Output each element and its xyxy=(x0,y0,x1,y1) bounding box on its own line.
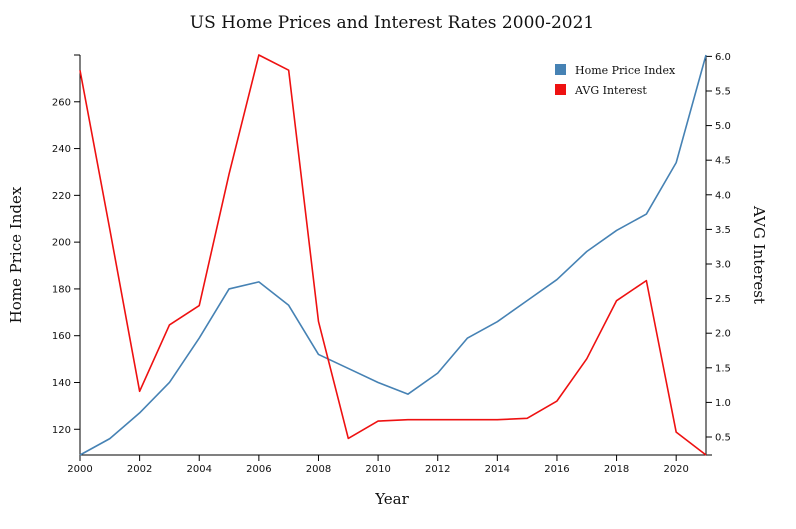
x-tick-label: 2002 xyxy=(127,464,152,475)
x-tick-label: 2014 xyxy=(485,464,510,475)
chart-title: US Home Prices and Interest Rates 2000-2… xyxy=(190,13,594,33)
series-line-1 xyxy=(79,54,707,456)
x-tick-label: 2020 xyxy=(663,464,688,475)
y-right-tick-label: 5.5 xyxy=(715,86,731,97)
legend: Home Price Index AVG Interest xyxy=(555,64,676,97)
y-right-tick-label: 1.0 xyxy=(715,398,731,409)
x-tick-label: 2010 xyxy=(365,464,390,475)
y-right-tick-label: 4.5 xyxy=(715,156,731,167)
y-left-tick-label: 240 xyxy=(52,144,71,155)
legend-label-0: Home Price Index xyxy=(575,64,676,77)
x-tick-label: 2004 xyxy=(187,464,212,475)
y-left-tick-label: 120 xyxy=(52,425,71,436)
y-right-tick-label: 2.0 xyxy=(715,329,731,340)
y-axis-left-title: Home Price Index xyxy=(7,186,25,323)
y-left-tick-label: 180 xyxy=(52,284,71,295)
x-tick-label: 2018 xyxy=(604,464,629,475)
x-tick-label: 2000 xyxy=(67,464,92,475)
y-left-tick-label: 140 xyxy=(52,378,71,389)
y-right-tick-label: 4.0 xyxy=(715,190,731,201)
legend-swatch-1 xyxy=(555,84,566,95)
y-right-tick-label: 3.5 xyxy=(715,225,731,236)
y-right-tick-label: 0.5 xyxy=(715,433,731,444)
x-tick-label: 2008 xyxy=(306,464,331,475)
x-tick-label: 2012 xyxy=(425,464,450,475)
y-right-tick-label: 1.5 xyxy=(715,363,731,374)
y-axis-right-title: AVG Interest xyxy=(750,205,768,304)
x-tick-label: 2006 xyxy=(246,464,271,475)
y-left-tick-label: 160 xyxy=(52,331,71,342)
y-axis-right: 0.5 1.0 1.5 2.0 2.5 3.0 3.5 4.0 4.5 5.0 5.5 6.0 xyxy=(705,52,731,456)
y-right-tick-label: 2.5 xyxy=(715,294,731,305)
y-right-tick-label: 5.0 xyxy=(715,121,731,132)
series-layer xyxy=(79,54,707,456)
y-axis-left: 120 140 160 180 200 220 240 260 xyxy=(52,54,81,455)
x-axis-title: Year xyxy=(374,490,409,508)
x-tick-label: 2016 xyxy=(544,464,569,475)
y-right-tick-label: 6.0 xyxy=(715,52,731,63)
y-left-tick-label: 260 xyxy=(52,97,71,108)
x-axis: 2000 2002 2004 2006 2008 2010 2012 2014 2016 2018… xyxy=(67,454,706,475)
y-left-tick-label: 220 xyxy=(52,191,71,202)
legend-label-1: AVG Interest xyxy=(574,84,647,97)
legend-swatch-0 xyxy=(555,64,566,75)
y-right-tick-label: 3.0 xyxy=(715,259,731,270)
y-left-tick-label: 200 xyxy=(52,238,71,249)
series-line-0 xyxy=(79,54,707,456)
